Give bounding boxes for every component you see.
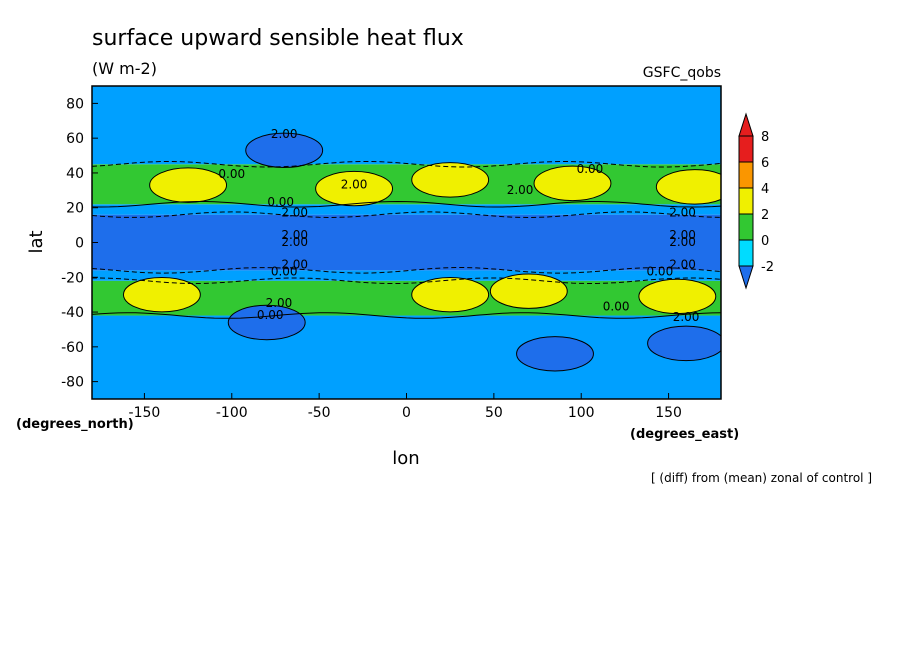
zonal-band-4 xyxy=(92,204,721,215)
field-feature-9 xyxy=(489,273,568,309)
contour-label-9: 2.00 xyxy=(281,235,308,249)
colorbar-swatch-0 xyxy=(738,135,754,163)
x-tick-label-5: 100 xyxy=(568,405,595,421)
footnote: [ (diff) from (mean) zonal of control ] xyxy=(651,471,872,485)
contour-label-2: 2.00 xyxy=(341,178,368,192)
x-axis-title: lon xyxy=(392,448,419,469)
x-units-label: (degrees_east) xyxy=(630,427,739,442)
y-tick-label-7: -60 xyxy=(61,340,84,356)
colorbar-low-arrow xyxy=(738,265,754,290)
contour-label-7: 2.00 xyxy=(669,205,696,219)
y-axis-title: lat xyxy=(26,230,47,253)
contour-label-16: 2.00 xyxy=(266,296,293,310)
contour-line-2 xyxy=(92,277,721,285)
contour-label-1: 0.00 xyxy=(218,167,245,181)
zonal-band-3 xyxy=(92,214,721,271)
y-tick-label-0: 80 xyxy=(66,96,84,112)
field-feature-14 xyxy=(227,304,306,341)
field-feature-3 xyxy=(149,167,228,203)
y-tick-label-3: 20 xyxy=(66,201,84,217)
y-tick-label-6: -40 xyxy=(61,305,84,321)
colorbar-swatch-4 xyxy=(738,239,754,267)
x-axis: -150 -100 -50 0 50 100 150 xyxy=(129,393,682,421)
y-tick-label-2: 40 xyxy=(66,166,84,182)
contour-label-4: 2.00 xyxy=(507,183,534,197)
colorbar-label-0: -2 xyxy=(761,260,774,275)
contour-line-5 xyxy=(92,200,721,208)
contour-label-13: 0.00 xyxy=(271,265,298,279)
colorbar-label-5: 8 xyxy=(761,130,769,145)
field-feature-2 xyxy=(411,162,490,198)
y-units-label: (degrees_north) xyxy=(16,417,134,432)
colorbar: -2 0 2 4 6 8 xyxy=(738,112,774,290)
chart-units: (W m-2) xyxy=(92,59,157,78)
zonal-band-2 xyxy=(92,270,721,281)
colorbar-label-3: 4 xyxy=(761,182,769,197)
contour-line-3 xyxy=(92,266,721,274)
y-axis: 80 60 40 20 0 -20 -40 -60 -80 xyxy=(61,96,98,391)
field-feature-8 xyxy=(411,276,490,313)
field-feature-13 xyxy=(647,325,721,362)
x-tick-label-2: -50 xyxy=(308,405,331,421)
field-feature-11 xyxy=(245,132,324,169)
contour-label-10: 2.00 xyxy=(669,228,696,242)
chart-title: surface upward sensible heat flux xyxy=(92,26,464,51)
contour-label-3: 0.00 xyxy=(577,162,604,176)
field-feature-7 xyxy=(122,276,201,313)
contour-line-4 xyxy=(92,211,721,219)
contour-label-5: 0.00 xyxy=(267,195,294,209)
x-tick-label-1: -100 xyxy=(216,405,248,421)
contour-labels: 2.000.002.000.002.000.002.00 2.002.002.00… xyxy=(218,127,699,324)
field-feature-10 xyxy=(638,278,717,315)
colorbar-swatch-1 xyxy=(738,161,754,189)
contour-label-18: 0.00 xyxy=(603,299,630,313)
colorbar-label-2: 2 xyxy=(761,208,769,223)
contour-label-6: 2.00 xyxy=(281,205,308,219)
x-tick-label-3: 0 xyxy=(402,405,411,421)
colorbar-label-1: 0 xyxy=(761,234,769,249)
contour-lines xyxy=(92,160,721,319)
x-tick-label-4: 50 xyxy=(485,405,503,421)
contour-label-14: 0.00 xyxy=(646,265,673,279)
zonal-band-0 xyxy=(92,315,721,399)
colorbar-swatch-2 xyxy=(738,187,754,215)
x-tick-label-0: -150 xyxy=(129,405,161,421)
y-tick-label-5: -20 xyxy=(61,270,84,286)
field-feature-12 xyxy=(516,336,594,372)
x-tick-label-6: 150 xyxy=(655,405,682,421)
contour-line-6 xyxy=(92,160,721,168)
contour-label-15: 2.00 xyxy=(669,258,696,272)
field-feature-5 xyxy=(533,165,612,202)
colorbar-swatch-3 xyxy=(738,213,754,241)
dataset-label: GSFC_qobs xyxy=(643,65,721,81)
field-feature-6 xyxy=(655,169,721,205)
contour-label-8: 2.00 xyxy=(281,228,308,242)
colorbar-label-4: 6 xyxy=(761,156,769,171)
colorbar-high-arrow xyxy=(738,112,754,137)
contour-label-17: 0.00 xyxy=(257,308,284,322)
contour-label-12: 2.00 xyxy=(281,258,308,272)
heatmap-field xyxy=(92,86,721,399)
y-tick-label-1: 60 xyxy=(66,131,84,147)
contour-label-0: 2.00 xyxy=(271,127,298,141)
y-tick-label-8: -80 xyxy=(61,375,84,391)
y-tick-label-4: 0 xyxy=(75,236,84,252)
field-feature-4 xyxy=(315,170,394,207)
contour-label-19: 2.00 xyxy=(673,310,700,324)
contour-line-1 xyxy=(92,312,721,319)
contour-label-11: 2.00 xyxy=(669,235,696,249)
zonal-band-6 xyxy=(92,86,721,165)
